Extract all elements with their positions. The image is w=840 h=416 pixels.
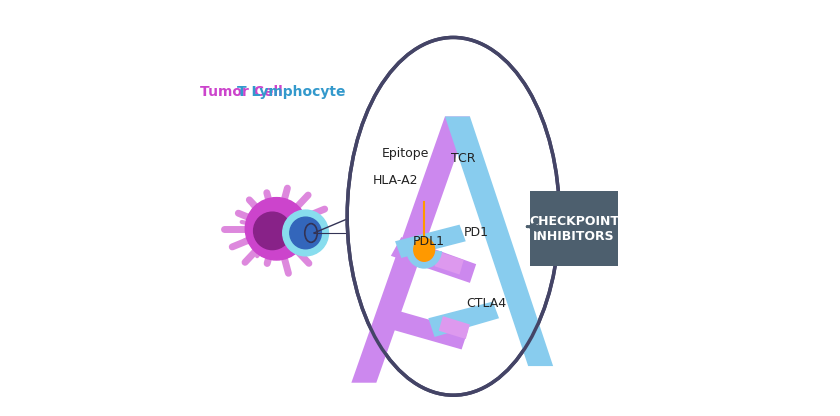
Text: PDL1: PDL1 <box>412 235 444 248</box>
Text: Tumor Cell: Tumor Cell <box>200 84 282 99</box>
Text: HLA-A2: HLA-A2 <box>372 174 417 188</box>
Polygon shape <box>395 225 465 258</box>
Text: PD1: PD1 <box>464 226 489 240</box>
Ellipse shape <box>283 210 328 256</box>
Polygon shape <box>438 316 470 339</box>
FancyBboxPatch shape <box>530 191 617 266</box>
Polygon shape <box>351 116 470 383</box>
Polygon shape <box>375 306 468 349</box>
Ellipse shape <box>414 238 434 261</box>
Ellipse shape <box>245 198 307 260</box>
Ellipse shape <box>254 212 291 250</box>
Ellipse shape <box>290 217 322 249</box>
Polygon shape <box>428 302 499 337</box>
Text: CTLA4: CTLA4 <box>466 297 507 310</box>
Text: T Lymphocyte: T Lymphocyte <box>237 84 345 99</box>
Text: TCR: TCR <box>451 151 476 165</box>
Ellipse shape <box>347 37 559 395</box>
Text: Epitope: Epitope <box>381 147 429 161</box>
Polygon shape <box>434 252 464 275</box>
Text: CHECKPOINT
INHIBITORS: CHECKPOINT INHIBITORS <box>529 215 619 243</box>
Polygon shape <box>391 237 476 283</box>
Polygon shape <box>445 116 553 366</box>
